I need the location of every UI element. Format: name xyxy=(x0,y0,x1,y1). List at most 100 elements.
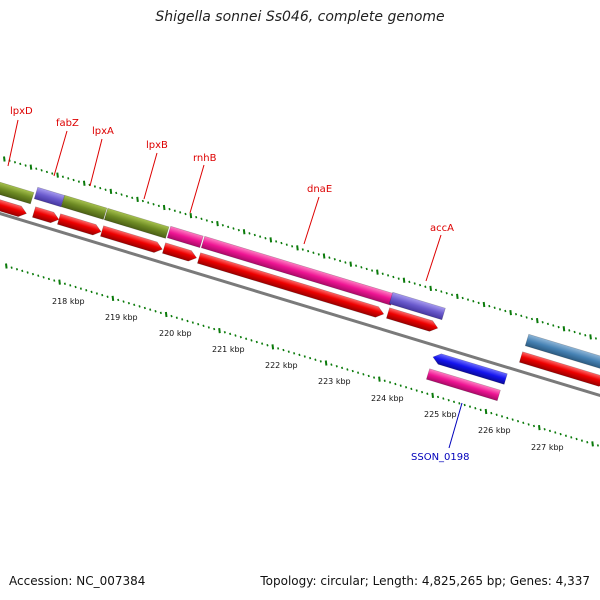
outer-tick xyxy=(530,317,534,321)
inner-tick xyxy=(548,429,552,433)
inner-tick xyxy=(527,423,530,426)
inner-tick xyxy=(15,268,19,271)
outer-tick xyxy=(19,162,22,166)
inner-tick xyxy=(63,282,66,286)
inner-tick xyxy=(111,295,115,301)
inner-tick xyxy=(255,340,258,344)
leader-lpxA xyxy=(89,138,103,187)
leader-SSON_0198 xyxy=(448,402,463,449)
genome-backbone xyxy=(0,211,600,398)
inner-tick xyxy=(362,373,365,376)
inner-tick xyxy=(410,387,413,391)
outer-tick xyxy=(152,203,155,206)
inner-tick xyxy=(426,392,429,395)
cds-right xyxy=(519,351,600,387)
inner-tick xyxy=(394,382,397,386)
outer-tick xyxy=(381,272,384,276)
outer-tick xyxy=(184,212,187,216)
outer-tick xyxy=(339,259,342,263)
inner-tick xyxy=(373,376,376,379)
outer-tick xyxy=(402,277,406,283)
inner-tick xyxy=(383,379,386,383)
inner-tick xyxy=(42,276,45,279)
inner-tick xyxy=(21,269,24,273)
inner-tick xyxy=(5,263,8,269)
outer-tick xyxy=(51,172,54,175)
inner-tick xyxy=(79,287,82,290)
inner-tick xyxy=(101,293,104,297)
outer-tick xyxy=(477,301,480,305)
inner-tick xyxy=(570,436,573,439)
gene-label-SSON_0198: SSON_0198 xyxy=(411,452,470,463)
outer-tick xyxy=(227,225,230,229)
inner-tick xyxy=(580,439,584,442)
outer-tick xyxy=(125,194,128,198)
outer-tick xyxy=(514,312,518,316)
inner-tick xyxy=(543,428,546,431)
outer-tick xyxy=(584,333,587,337)
outer-tick xyxy=(307,249,310,253)
outer-tick xyxy=(482,301,486,308)
inner-tick xyxy=(26,271,29,274)
leader-fabZ xyxy=(53,130,68,177)
outer-tick xyxy=(24,164,27,167)
inner-tick xyxy=(351,369,354,373)
outer-tick xyxy=(291,245,294,248)
inner-tick xyxy=(479,408,482,412)
gene-label-lpxD: lpxD xyxy=(10,106,33,117)
outer-tick xyxy=(536,318,539,324)
outer-tick xyxy=(61,175,64,179)
kbp-label-221: 221 kbp xyxy=(212,345,245,354)
outer-tick xyxy=(456,293,459,300)
feature-magenta-SSON_0198 xyxy=(426,368,501,402)
feature-purple-accA xyxy=(388,291,446,321)
inner-tick xyxy=(239,335,242,339)
outer-tick xyxy=(45,170,49,174)
outer-tick xyxy=(333,257,336,261)
outer-tick xyxy=(301,248,304,251)
outer-tick xyxy=(195,215,198,219)
outer-tick xyxy=(472,300,475,303)
inner-tick xyxy=(53,279,56,282)
inner-tick xyxy=(282,348,285,352)
inner-tick xyxy=(388,381,392,384)
inner-tick xyxy=(106,295,109,298)
outer-tick xyxy=(82,180,86,186)
outer-tick xyxy=(552,324,555,327)
outer-tick xyxy=(99,186,102,190)
inner-tick xyxy=(330,363,333,366)
inner-tick xyxy=(378,376,381,382)
outer-tick xyxy=(200,217,203,221)
outer-tick xyxy=(259,235,262,238)
gene-label-dnaE: dnaE xyxy=(307,184,332,195)
inner-tick xyxy=(367,374,370,378)
outer-tick xyxy=(216,221,219,227)
inner-tick xyxy=(442,397,445,400)
inner-tick xyxy=(218,328,221,334)
inner-tick xyxy=(175,316,178,319)
inner-tick xyxy=(117,298,120,302)
inner-tick xyxy=(591,441,594,447)
outer-tick xyxy=(56,172,59,178)
kbp-label-224: 224 kbp xyxy=(371,394,404,403)
outer-tick xyxy=(237,228,240,232)
inner-tick xyxy=(357,371,360,374)
outer-tick xyxy=(376,269,379,275)
cds-dnaE xyxy=(197,252,385,318)
inner-tick xyxy=(266,343,269,347)
inner-tick xyxy=(490,411,493,415)
cds-lpxA xyxy=(57,213,102,236)
inner-tick xyxy=(223,331,226,334)
outer-tick xyxy=(248,232,251,235)
outer-tick xyxy=(546,322,550,326)
outer-tick xyxy=(418,283,422,287)
cds-lpxB xyxy=(100,225,163,253)
inner-tick-row xyxy=(5,263,599,447)
inner-tick xyxy=(415,389,418,392)
outer-tick xyxy=(104,188,107,191)
inner-tick xyxy=(303,355,306,358)
outer-tick xyxy=(115,191,118,195)
outer-tick xyxy=(285,243,288,246)
outer-tick xyxy=(434,288,438,292)
